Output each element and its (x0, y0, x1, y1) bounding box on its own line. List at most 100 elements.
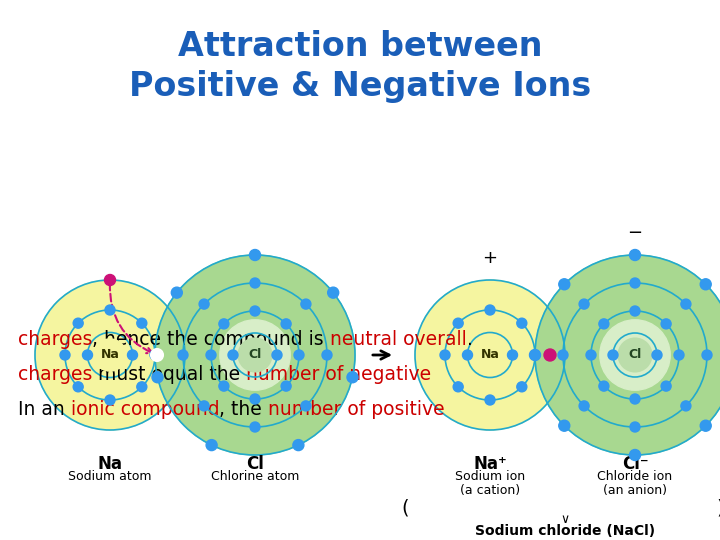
Circle shape (250, 306, 260, 316)
Text: Na: Na (97, 455, 122, 473)
Circle shape (652, 350, 662, 360)
Circle shape (579, 299, 589, 309)
Circle shape (250, 394, 260, 404)
Text: Cl: Cl (246, 455, 264, 473)
Circle shape (559, 420, 570, 431)
Circle shape (517, 382, 527, 392)
Circle shape (60, 350, 70, 360)
Circle shape (206, 350, 216, 360)
Text: (a cation): (a cation) (460, 484, 520, 497)
Circle shape (701, 279, 711, 290)
Circle shape (517, 318, 527, 328)
Circle shape (35, 280, 185, 430)
Circle shape (599, 381, 609, 391)
Text: .: . (467, 330, 472, 349)
Text: , hence the compound is: , hence the compound is (92, 330, 330, 349)
Text: number of negative: number of negative (246, 365, 431, 384)
Circle shape (508, 350, 518, 360)
Circle shape (281, 319, 291, 329)
Circle shape (529, 349, 541, 361)
Text: Attraction between: Attraction between (178, 30, 542, 63)
Circle shape (440, 350, 450, 360)
Text: ): ) (716, 498, 720, 517)
Text: Positive & Negative Ions: Positive & Negative Ions (129, 70, 591, 103)
Circle shape (535, 255, 720, 455)
Circle shape (220, 320, 290, 390)
Circle shape (485, 395, 495, 405)
Circle shape (453, 382, 463, 392)
Circle shape (559, 279, 570, 290)
Circle shape (415, 280, 565, 430)
Circle shape (599, 319, 609, 329)
Circle shape (219, 381, 229, 391)
Circle shape (629, 449, 641, 461)
Text: −: − (627, 224, 642, 242)
Circle shape (630, 278, 640, 288)
Circle shape (586, 350, 596, 360)
Circle shape (94, 339, 126, 371)
Circle shape (293, 440, 304, 450)
Text: Cl: Cl (248, 348, 261, 361)
Text: number of positive: number of positive (268, 400, 445, 419)
Text: charges: charges (18, 330, 92, 349)
Circle shape (250, 278, 260, 288)
Text: Cl: Cl (629, 348, 642, 361)
Circle shape (250, 249, 261, 260)
Circle shape (272, 350, 282, 360)
Circle shape (219, 319, 229, 329)
Circle shape (630, 306, 640, 316)
Circle shape (608, 350, 618, 360)
Circle shape (485, 305, 495, 315)
Text: Na: Na (101, 348, 120, 361)
Circle shape (544, 349, 556, 361)
Text: Na: Na (480, 348, 500, 361)
Circle shape (228, 350, 238, 360)
Circle shape (301, 401, 311, 411)
Circle shape (137, 382, 147, 392)
Circle shape (73, 318, 84, 328)
Text: Sodium ion: Sodium ion (455, 470, 525, 483)
Circle shape (127, 350, 138, 360)
Circle shape (462, 350, 472, 360)
Circle shape (453, 318, 463, 328)
Circle shape (155, 255, 355, 455)
Circle shape (171, 287, 182, 298)
Circle shape (105, 305, 115, 315)
Text: Sodium chloride (NaCl): Sodium chloride (NaCl) (475, 524, 655, 538)
Text: ∨: ∨ (560, 513, 570, 526)
Circle shape (558, 350, 568, 360)
Circle shape (328, 287, 338, 298)
Circle shape (199, 299, 209, 309)
Text: Cl⁻: Cl⁻ (621, 455, 648, 473)
Circle shape (294, 350, 304, 360)
Text: ionic compound: ionic compound (71, 400, 220, 419)
Text: (an anion): (an anion) (603, 484, 667, 497)
Circle shape (618, 339, 652, 372)
Text: Na⁺: Na⁺ (473, 455, 507, 473)
Circle shape (530, 350, 540, 360)
Circle shape (238, 339, 271, 372)
Circle shape (152, 372, 163, 383)
Circle shape (681, 299, 691, 309)
Circle shape (104, 274, 115, 286)
Circle shape (206, 440, 217, 450)
Circle shape (322, 350, 332, 360)
Text: (: ( (401, 498, 409, 517)
Circle shape (579, 401, 589, 411)
Circle shape (281, 381, 291, 391)
Circle shape (137, 318, 147, 328)
Circle shape (301, 299, 311, 309)
Circle shape (474, 339, 505, 371)
Circle shape (178, 350, 188, 360)
Text: In an: In an (18, 400, 71, 419)
Text: Sodium atom: Sodium atom (68, 470, 152, 483)
Circle shape (630, 422, 640, 432)
Text: must equal the: must equal the (92, 365, 246, 384)
Text: charges: charges (18, 365, 92, 384)
Circle shape (681, 401, 691, 411)
Circle shape (674, 350, 684, 360)
Circle shape (73, 382, 84, 392)
Circle shape (630, 394, 640, 404)
Text: Chloride ion: Chloride ion (598, 470, 672, 483)
Circle shape (661, 381, 671, 391)
